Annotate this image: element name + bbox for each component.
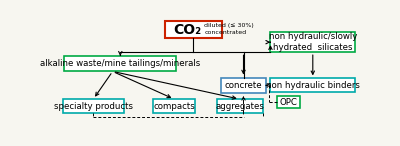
Bar: [270, 32, 355, 52]
Text: CO₂: CO₂: [173, 23, 201, 37]
Text: alkaline waste/mine tailings/minerals: alkaline waste/mine tailings/minerals: [40, 59, 200, 68]
Bar: [270, 78, 355, 92]
Bar: [216, 99, 263, 113]
Text: diluted (≤ 30%)
concentrated: diluted (≤ 30%) concentrated: [204, 23, 254, 35]
Bar: [62, 99, 124, 113]
Text: concrete: concrete: [225, 81, 262, 90]
Text: compacts: compacts: [153, 102, 195, 111]
Bar: [64, 56, 176, 71]
Text: specialty products: specialty products: [54, 102, 133, 111]
Bar: [277, 96, 300, 108]
Text: non hydraulic binders: non hydraulic binders: [266, 81, 360, 90]
Bar: [221, 78, 266, 93]
Text: OPC: OPC: [279, 98, 297, 107]
Bar: [153, 99, 195, 113]
Text: aggregates: aggregates: [215, 102, 264, 111]
Bar: [164, 21, 222, 38]
Text: non hydraulic/slowly
hydrated  silicates: non hydraulic/slowly hydrated silicates: [269, 32, 357, 52]
